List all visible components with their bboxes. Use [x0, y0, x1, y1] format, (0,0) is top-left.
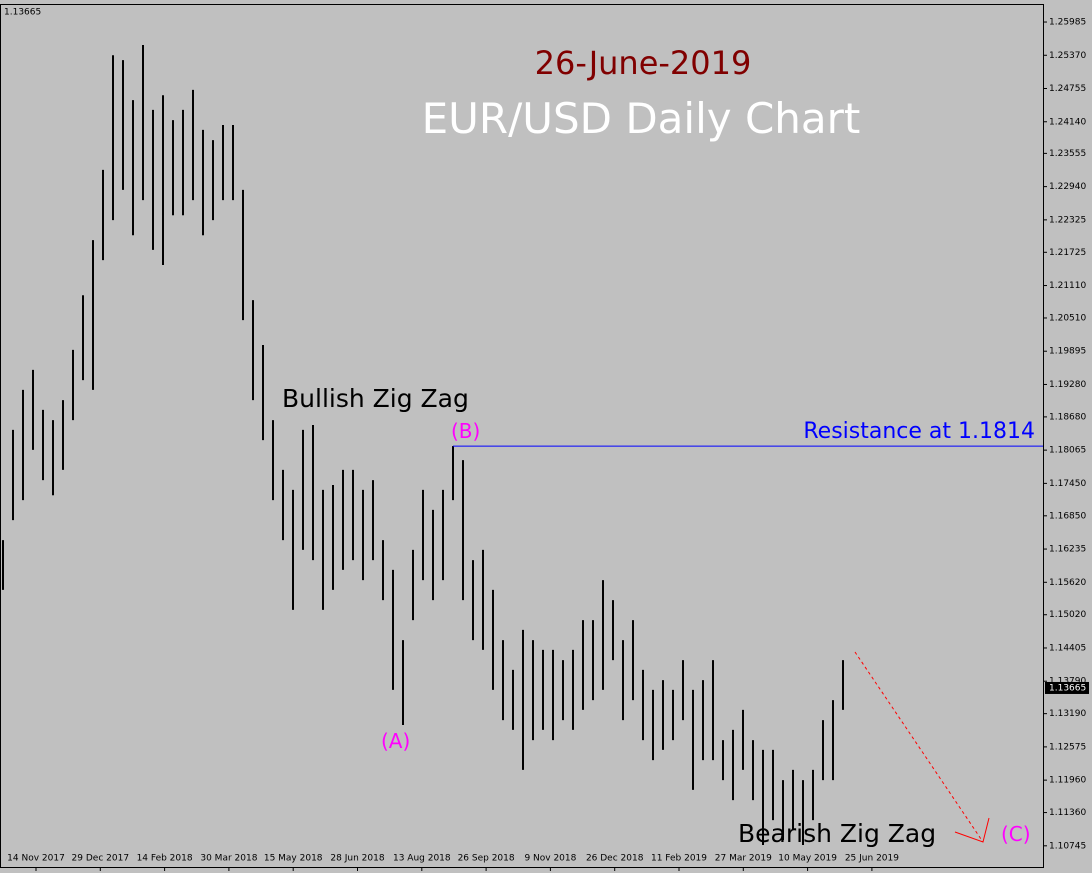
y-tick-label: 1.12575 — [1049, 742, 1086, 752]
x-tick-label: 14 Nov 2017 — [7, 854, 65, 864]
current-price: 1.13665 — [1049, 683, 1086, 693]
y-tick-label: 1.15020 — [1049, 610, 1086, 620]
y-tick-label: 1.15620 — [1049, 578, 1086, 588]
x-tick-label: 25 Jun 2019 — [845, 854, 899, 864]
y-tick-label: 1.11960 — [1049, 776, 1086, 786]
wave-label: (B) — [451, 419, 480, 443]
y-tick-label: 1.25985 — [1049, 18, 1086, 28]
x-tick-label: 10 May 2019 — [778, 854, 837, 864]
y-tick-label: 1.19895 — [1049, 347, 1086, 357]
x-tick-label: 15 May 2018 — [264, 854, 323, 864]
annotation: Resistance at 1.1814 — [803, 419, 1035, 444]
x-tick-label: 30 Mar 2018 — [200, 854, 257, 864]
x-tick-label: 11 Feb 2019 — [651, 854, 707, 864]
price-box — [1045, 681, 1089, 694]
chart-subtitle: EUR/USD Daily Chart — [422, 94, 861, 143]
plot-frame — [0, 4, 1044, 868]
y-tick-label: 1.14405 — [1049, 643, 1086, 653]
x-tick-label: 13 Aug 2018 — [393, 854, 451, 864]
wave-label: (A) — [381, 729, 410, 753]
x-tick-label: 28 Jun 2018 — [330, 854, 384, 864]
x-tick-label: 9 Nov 2018 — [524, 854, 576, 864]
y-tick-label: 1.22940 — [1049, 182, 1086, 192]
chart-title: 26-June-2019 — [535, 44, 752, 82]
y-tick-label: 1.23555 — [1049, 149, 1086, 159]
annotation: Bearish Zig Zag — [738, 819, 936, 848]
y-tick-label: 1.10745 — [1049, 841, 1086, 851]
y-tick-label: 1.24140 — [1049, 117, 1086, 127]
y-tick-label: 1.13790 — [1049, 677, 1086, 687]
annotation: Bullish Zig Zag — [282, 384, 469, 413]
y-tick-label: 1.17450 — [1049, 479, 1086, 489]
y-tick-label: 1.24755 — [1049, 84, 1086, 94]
y-tick-label: 1.16850 — [1049, 511, 1086, 521]
y-tick-label: 1.20510 — [1049, 313, 1086, 323]
x-tick-label: 14 Feb 2018 — [137, 854, 193, 864]
y-tick-label: 1.18065 — [1049, 446, 1086, 456]
y-tick-label: 1.16235 — [1049, 545, 1086, 555]
y-tick-label: 1.13190 — [1049, 709, 1086, 719]
top-price: 1.13665 — [4, 8, 41, 18]
y-tick-label: 1.19280 — [1049, 380, 1086, 390]
y-tick-label: 1.18680 — [1049, 412, 1086, 422]
x-tick-label: 27 Mar 2019 — [715, 854, 772, 864]
y-tick-label: 1.21725 — [1049, 248, 1086, 258]
y-tick-label: 1.25370 — [1049, 51, 1086, 61]
arrow-head — [954, 817, 990, 843]
y-tick-label: 1.22325 — [1049, 215, 1086, 225]
x-tick-label: 26 Dec 2018 — [586, 854, 644, 864]
x-tick-label: 29 Dec 2017 — [72, 854, 130, 864]
x-tick-label: 26 Sep 2018 — [458, 854, 515, 864]
y-tick-label: 1.11360 — [1049, 808, 1086, 818]
wave-label: (C) — [1001, 822, 1031, 846]
projection-arrow — [854, 651, 984, 843]
y-tick-label: 1.21110 — [1049, 281, 1086, 291]
